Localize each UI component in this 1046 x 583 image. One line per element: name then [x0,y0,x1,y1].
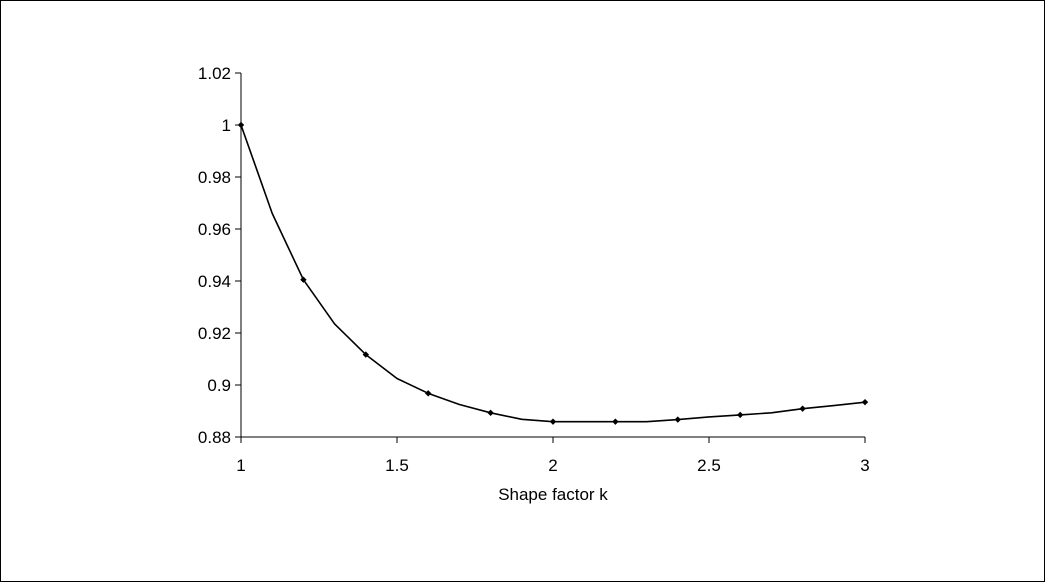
data-point-marker [737,411,744,419]
x-tick-label: 1 [236,456,245,475]
y-tick-label: 0.92 [198,324,231,343]
x-tick-label: 3 [860,456,869,475]
series-line [240,124,866,423]
data-point-marker [362,351,369,358]
y-tick-label: 0.96 [198,220,231,239]
data-point-marker [799,405,806,412]
data-point-marker [612,418,619,425]
data-point-marker [674,416,681,423]
x-axis-title: Shape factor k [498,485,608,504]
y-tick-label: 0.98 [198,168,231,187]
y-tick-label: 0.94 [198,272,231,291]
y-tick-label: 0.9 [207,376,231,395]
data-point-marker [549,418,557,425]
y-tick-label: 1 [222,116,231,135]
x-tick-label: 2 [548,456,557,475]
series-group [237,121,869,425]
data-point-marker [300,276,307,283]
y-axis-ticks: 0.88 0.9 0.92 0.94 0.96 0.98 1 1.02 [198,64,241,447]
x-tick-label: 1.5 [385,456,409,475]
y-tick-label: 1.02 [198,64,231,83]
data-point-marker [237,121,245,129]
y-tick-label: 0.88 [198,428,231,447]
data-point-marker [487,409,494,417]
data-point-marker [861,398,869,406]
data-point-marker [425,390,432,397]
x-axis-ticks: 1 1.5 2 2.5 3 [236,437,870,475]
x-tick-label: 2.5 [697,456,721,475]
